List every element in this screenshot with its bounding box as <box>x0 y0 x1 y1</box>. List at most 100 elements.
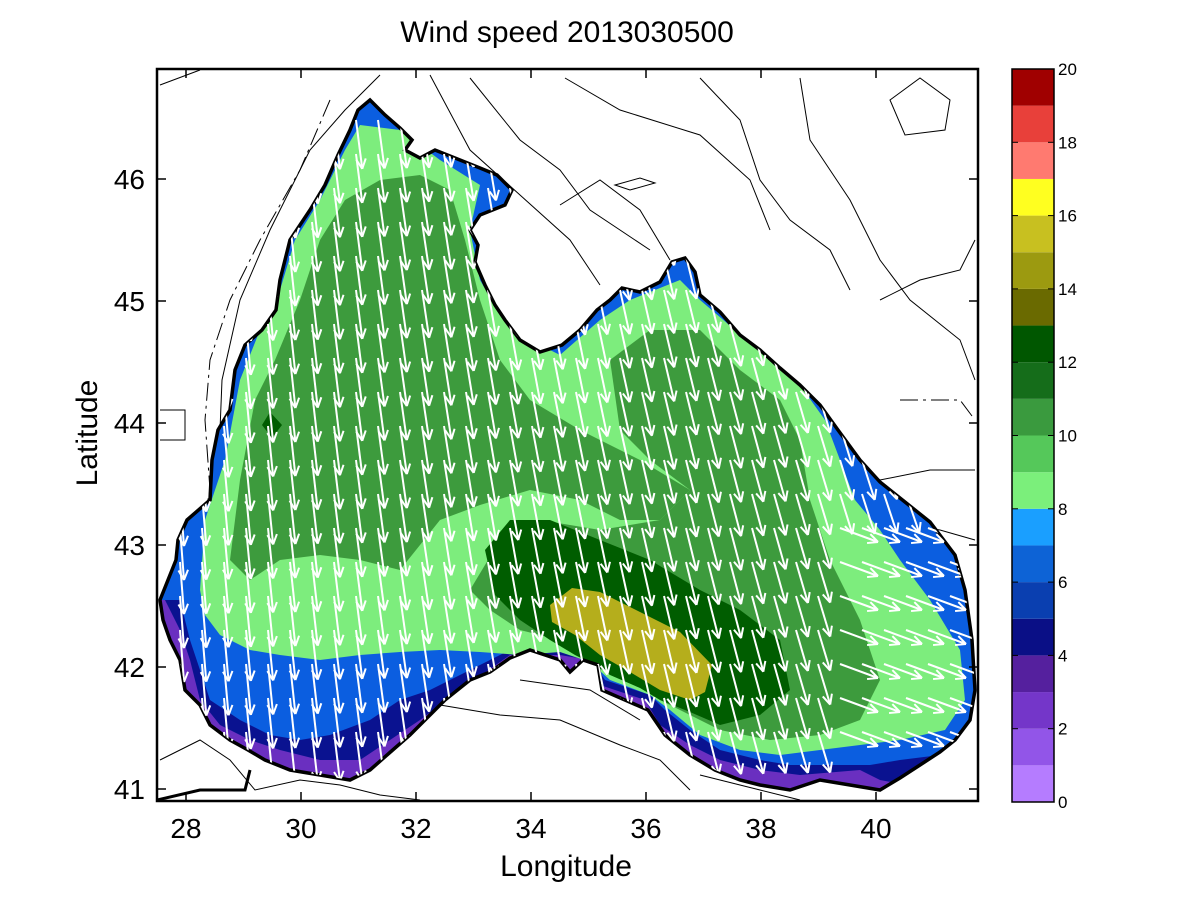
wind-arrow-shaft <box>201 663 208 716</box>
wind-arrow-head <box>205 534 212 546</box>
wind-arrow-head <box>428 292 434 304</box>
wind-arrow-shaft <box>597 629 609 675</box>
wind-arrow-head <box>472 292 478 304</box>
wind-arrow-head <box>450 394 456 406</box>
wind-arrow-shaft <box>883 629 923 645</box>
coastline-southwest <box>157 769 252 801</box>
wind-arrow-shaft <box>553 425 564 472</box>
wind-arrow-head <box>710 357 720 368</box>
wind-arrow-head <box>777 424 787 435</box>
wind-arrow-shaft <box>707 527 720 571</box>
wind-arrow-head <box>673 662 678 674</box>
wind-arrow-shaft <box>817 731 832 773</box>
wind-arrow-head <box>806 557 811 570</box>
wind-arrow-shaft <box>399 289 408 339</box>
wind-arrow-head <box>913 533 923 543</box>
wind-arrow-head <box>561 426 567 438</box>
wind-arrow-head <box>717 457 722 469</box>
wind-arrow-head <box>644 324 653 335</box>
wind-arrow-head <box>666 664 675 674</box>
wind-arrow-shaft <box>465 391 475 440</box>
wind-arrow-head <box>740 559 745 571</box>
wind-arrow-head <box>422 498 430 509</box>
wind-arrow-shaft <box>619 663 631 709</box>
wind-arrow-shaft <box>663 561 676 606</box>
wind-arrow-head <box>316 396 323 408</box>
wind-arrow-shaft <box>905 697 945 713</box>
wind-arrow-head <box>762 694 767 706</box>
wind-arrow-head <box>584 459 589 472</box>
colorbar: 0 2 4 6 8 10 12 14 16 18 20 <box>1011 60 1077 812</box>
wind-arrow-head <box>896 522 900 534</box>
wind-arrow-head <box>294 567 301 579</box>
wind-arrow-shaft <box>355 731 364 781</box>
wind-arrow-shaft <box>311 357 319 408</box>
wind-arrow-head <box>539 494 545 506</box>
wind-arrow-head <box>405 259 412 271</box>
wind-arrow-shaft <box>355 391 364 441</box>
wind-arrow-head <box>533 462 542 473</box>
wind-arrow-shaft <box>333 595 341 646</box>
wind-arrow-head <box>733 663 742 673</box>
wind-arrow-shaft <box>311 323 319 374</box>
wind-arrow-head <box>784 524 789 536</box>
colorbar-band <box>1012 692 1054 729</box>
wind-arrow-head <box>644 562 653 573</box>
wind-arrow-head <box>666 358 675 368</box>
wind-arrow-head <box>644 494 653 505</box>
wind-arrow-shaft <box>289 323 297 375</box>
wind-arrow-shaft <box>685 493 698 538</box>
wind-arrow-head <box>740 593 745 605</box>
wind-arrow-head <box>339 634 345 646</box>
wind-arrow-shaft <box>575 459 587 506</box>
wind-arrow-shaft <box>795 561 809 604</box>
wind-arrow-head <box>405 293 412 305</box>
y-tick-label: 45 <box>114 286 145 317</box>
wind-arrow-head <box>444 395 453 406</box>
colorbar-ticks: 0 2 4 6 8 10 12 14 16 18 20 <box>1012 60 1077 812</box>
wind-arrow-head <box>488 632 497 644</box>
wind-arrow-shaft <box>839 527 879 543</box>
wind-arrow-head <box>383 157 389 169</box>
wind-arrow-shaft <box>795 391 809 434</box>
wind-arrow-head <box>650 662 656 674</box>
wind-arrow-shaft <box>927 561 967 577</box>
wind-arrow-shaft <box>487 425 497 473</box>
wind-arrow-head <box>650 492 656 504</box>
wind-arrow-head <box>910 541 923 545</box>
wind-arrow-head <box>316 294 323 306</box>
wind-arrow-head <box>488 428 497 440</box>
wind-arrow-shaft <box>751 731 765 774</box>
wind-arrow-shaft <box>773 425 787 468</box>
wind-arrow-head <box>249 500 256 512</box>
wind-arrow-head <box>361 158 367 170</box>
wind-arrow-head <box>444 293 453 304</box>
wind-arrow-head <box>822 729 831 740</box>
wind-arrow-shaft <box>773 629 787 672</box>
wind-arrow-head <box>339 736 345 748</box>
wind-arrow-shaft <box>465 527 475 576</box>
wind-arrow-head <box>533 428 542 439</box>
wind-arrow-shaft <box>883 697 923 713</box>
wind-arrow-shaft <box>619 493 631 539</box>
wind-arrow-shaft <box>245 425 252 477</box>
wind-arrow-shaft <box>421 629 431 678</box>
wind-arrow-shaft <box>817 629 832 671</box>
wind-arrow-head <box>606 323 611 335</box>
wind-arrow-head <box>762 456 767 468</box>
wind-arrow-head <box>444 361 453 372</box>
wind-arrow-head <box>383 565 389 577</box>
chart-title: Wind speed 2013030500 <box>400 16 734 49</box>
wind-arrow-shaft <box>399 357 408 407</box>
wind-arrow-head <box>517 631 523 643</box>
wind-arrow-shaft <box>729 663 743 707</box>
wind-arrow-head <box>932 711 945 715</box>
wind-arrow-head <box>606 425 611 437</box>
wind-arrow-head <box>980 670 988 678</box>
wind-arrow-shaft <box>729 629 743 673</box>
wind-arrow-head <box>316 634 323 646</box>
wind-arrow-head <box>450 530 456 542</box>
wind-arrow-head <box>822 457 831 468</box>
wind-arrow-head <box>517 461 523 473</box>
wind-arrow-head <box>577 427 586 438</box>
